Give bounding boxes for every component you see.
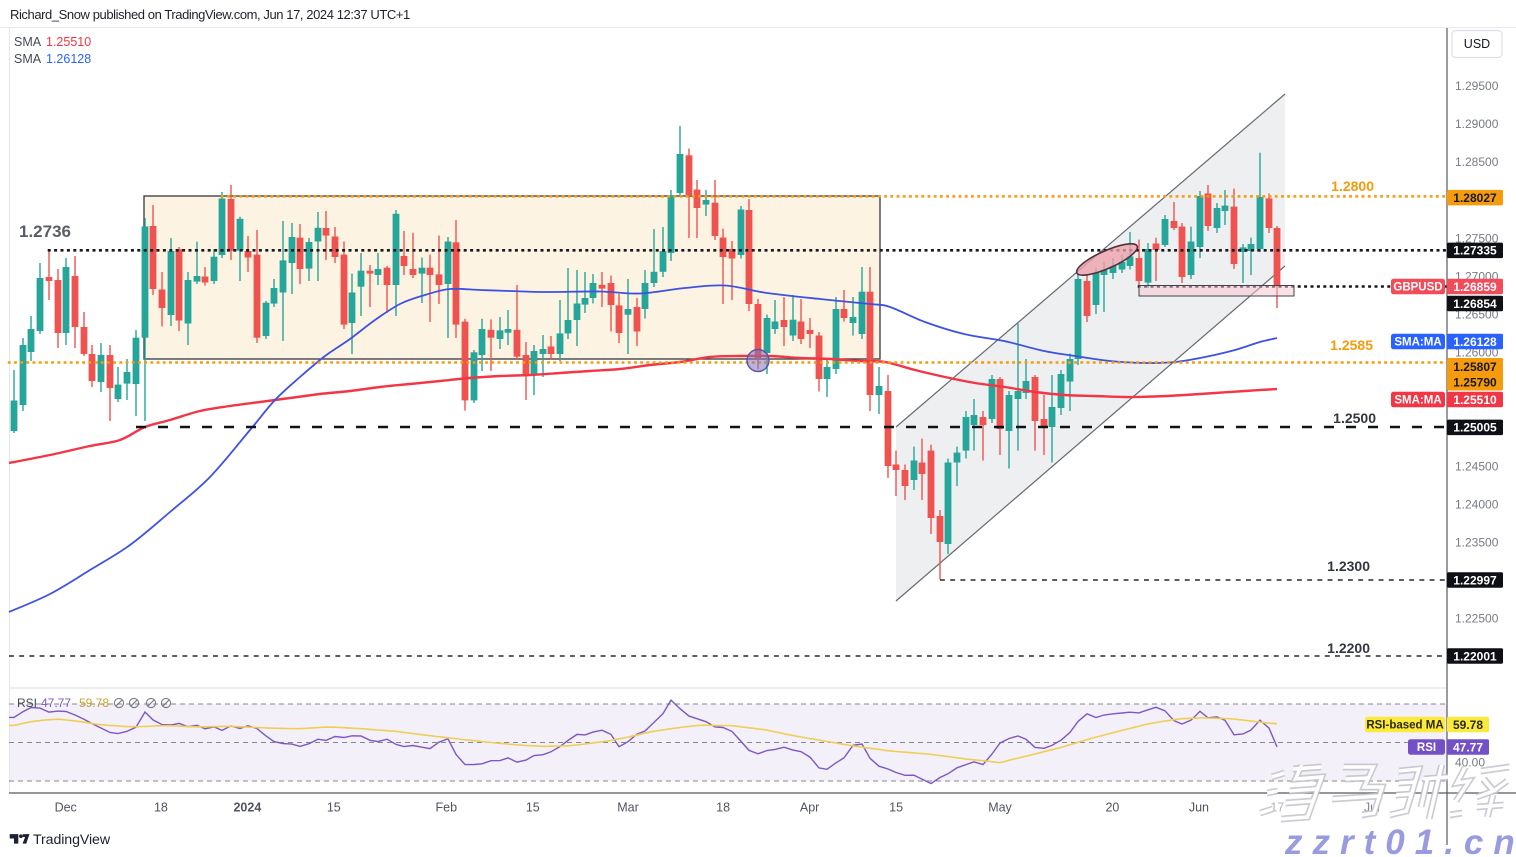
svg-text:TradingView: TradingView — [33, 832, 111, 848]
svg-text:1.26854: 1.26854 — [1453, 297, 1497, 311]
svg-text:Feb: Feb — [436, 801, 458, 815]
svg-text:zzrt01.cn: zzrt01.cn — [1284, 823, 1516, 857]
svg-text:59.78: 59.78 — [1453, 718, 1483, 732]
svg-text:SMA: SMA — [14, 35, 42, 49]
svg-text:1.2585: 1.2585 — [1330, 337, 1373, 353]
svg-text:1.29500: 1.29500 — [1455, 79, 1499, 93]
svg-text:1.27335: 1.27335 — [1453, 244, 1497, 258]
svg-text:SMA:MA: SMA:MA — [1394, 395, 1441, 407]
svg-text:Dec: Dec — [55, 801, 77, 815]
svg-text:1.27500: 1.27500 — [1455, 231, 1499, 245]
svg-text:18: 18 — [154, 801, 168, 815]
svg-text:RSI: RSI — [17, 696, 37, 710]
svg-text:Richard_Snow published on Trad: Richard_Snow published on TradingView.co… — [10, 7, 410, 22]
svg-text:20: 20 — [1105, 801, 1119, 815]
svg-text:1.26128: 1.26128 — [1453, 335, 1497, 349]
svg-text:1.2736: 1.2736 — [19, 222, 71, 241]
svg-text:1.25790: 1.25790 — [1453, 376, 1497, 390]
svg-text:2024: 2024 — [233, 801, 261, 815]
svg-text:1.29000: 1.29000 — [1455, 117, 1499, 131]
svg-text:17: 17 — [1270, 801, 1284, 815]
svg-text:15: 15 — [327, 801, 341, 815]
svg-text:1.28500: 1.28500 — [1455, 155, 1499, 169]
svg-text:1.2200: 1.2200 — [1327, 640, 1370, 656]
svg-text:RSI: RSI — [1417, 742, 1436, 754]
svg-text:18: 18 — [716, 801, 730, 815]
svg-text:1.26859: 1.26859 — [1453, 280, 1497, 294]
svg-text:1.2800: 1.2800 — [1331, 178, 1374, 194]
svg-text:SMA:MA: SMA:MA — [1394, 337, 1441, 349]
svg-text:1.25510: 1.25510 — [46, 35, 91, 49]
svg-text:Mar: Mar — [617, 801, 639, 815]
svg-text:1.25807: 1.25807 — [1453, 360, 1497, 374]
svg-text:1.25005: 1.25005 — [1453, 421, 1497, 435]
svg-text:Jun: Jun — [1189, 801, 1209, 815]
svg-text:1.22997: 1.22997 — [1453, 573, 1497, 587]
svg-text:May: May — [988, 801, 1012, 815]
svg-text:1.26128: 1.26128 — [46, 52, 91, 66]
svg-text:1.28027: 1.28027 — [1453, 191, 1497, 205]
svg-text:RSI-based MA: RSI-based MA — [1366, 720, 1443, 732]
svg-text:40.00: 40.00 — [1455, 756, 1485, 770]
svg-text:1.2300: 1.2300 — [1327, 558, 1370, 574]
svg-text:SMA: SMA — [14, 52, 42, 66]
svg-text:1.23500: 1.23500 — [1455, 535, 1499, 549]
svg-text:Apr: Apr — [800, 801, 819, 815]
svg-text:47.77: 47.77 — [41, 696, 71, 710]
svg-text:1.22001: 1.22001 — [1453, 649, 1497, 663]
svg-text:15: 15 — [526, 801, 540, 815]
svg-text:1.22500: 1.22500 — [1455, 611, 1499, 625]
svg-text:1.24000: 1.24000 — [1455, 497, 1499, 511]
svg-text:USD: USD — [1464, 37, 1490, 51]
svg-text:15: 15 — [889, 801, 903, 815]
svg-text:1.2500: 1.2500 — [1333, 410, 1376, 426]
svg-text:47.77: 47.77 — [1453, 740, 1483, 754]
svg-text:59.78: 59.78 — [79, 696, 109, 710]
svg-text:1.25510: 1.25510 — [1453, 393, 1497, 407]
svg-text:GBPUSD: GBPUSD — [1393, 282, 1442, 294]
svg-text:1.24500: 1.24500 — [1455, 459, 1499, 473]
